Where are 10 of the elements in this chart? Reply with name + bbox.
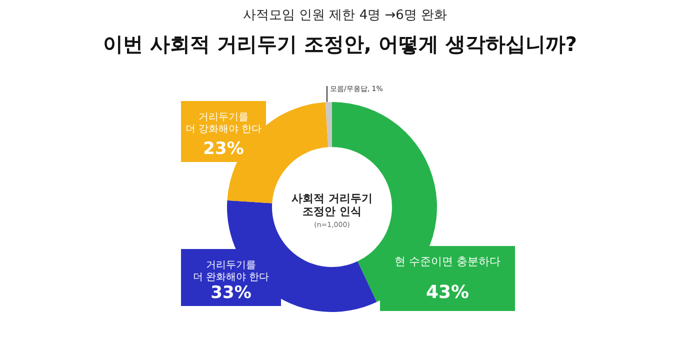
chart-title: 이번 사회적 거리두기 조정안, 어떻게 생각하십니까?: [102, 32, 578, 56]
donut-slice: [325, 102, 332, 148]
slice-label: 거리두기를 더 강화해야 한다: [185, 112, 262, 135]
data-label: 43%: [426, 282, 470, 303]
chart-subtitle: 사적모임 인원 제한 4명 →6명 완화: [242, 8, 448, 23]
slice-label: 현 수준이면 충분하다: [394, 255, 500, 268]
slice-label: 거리두기를 더 완화해야 한다: [192, 260, 270, 283]
data-label: 23%: [203, 139, 244, 159]
data-label: 33%: [210, 283, 252, 303]
text: 사회적 거리두기 조정안 인식: [292, 192, 372, 218]
